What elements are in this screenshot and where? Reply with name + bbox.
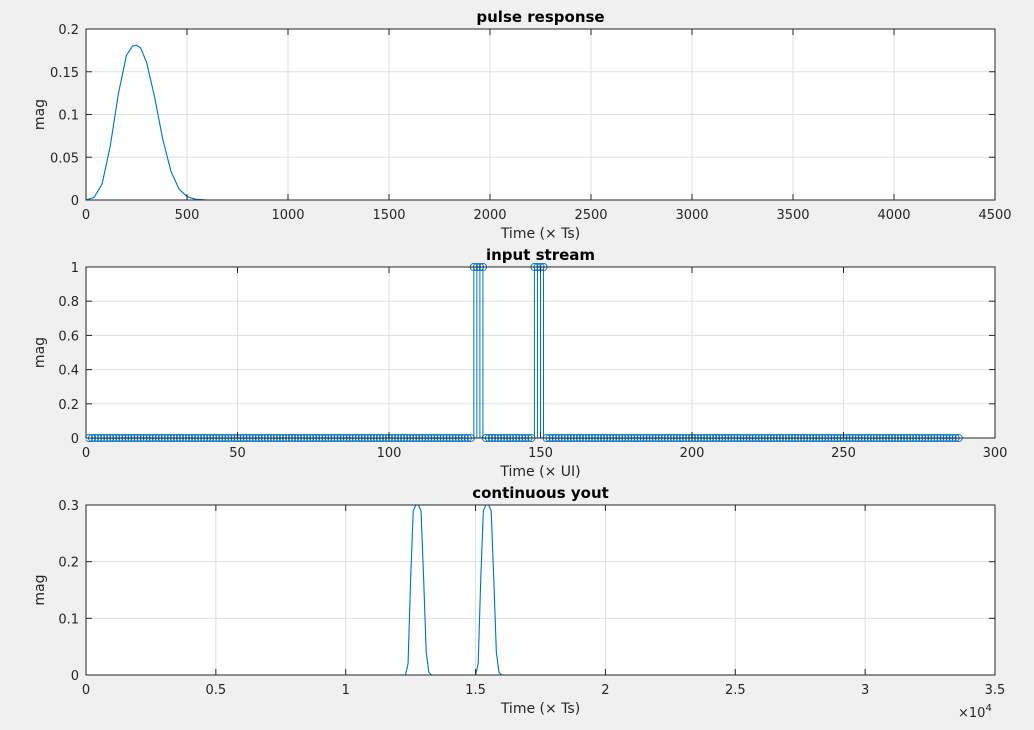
x-tick-label: 1000 [271,208,304,223]
x-tick-label: 100 [377,446,402,461]
exponent-base: ×10 [958,706,985,721]
chart-panel-1: 0 500 1000 1500 2000 2500 3000 3500 4000 4500 0 0.0… [32,8,1012,242]
x-axis-label: Time (× Ts) [500,226,580,242]
x-tick-label: 300 [983,446,1008,461]
x-tick-label: 4000 [877,208,910,223]
x-tick-label: 1500 [372,208,405,223]
y-tick-label: 0.05 [50,151,79,166]
x-tick-label: 2500 [574,208,607,223]
y-axis-label: mag [32,337,48,368]
x-tick-label: 2.5 [725,683,746,698]
x-tick-label: 50 [229,446,246,461]
x-axis-label: Time (× Ts) [500,701,580,717]
x-tick-label: 200 [680,446,705,461]
y-tick-label: 0.2 [58,23,79,38]
x-tick-label: 1 [342,683,350,698]
x-tick-label: 3.5 [985,683,1006,698]
x-axis-label: Time (× UI) [499,464,580,480]
x-tick-label: 0 [82,446,90,461]
chart-title: continuous yout [472,484,609,502]
exponent-power: 4 [985,703,991,714]
x-tick-label: 250 [831,446,856,461]
y-tick-label: 0.3 [58,499,79,514]
x-tick-label: 2000 [473,208,506,223]
x-tick-label: 150 [528,446,553,461]
x-tick-label: 3500 [776,208,809,223]
x-tick-label: 2 [601,683,609,698]
x-tick-label: 4500 [978,208,1011,223]
y-tick-label: 0.15 [50,66,79,81]
axes-box [85,504,996,676]
y-tick-label: 0 [71,194,79,209]
y-tick-label: 0.6 [58,329,79,344]
y-tick-label: 0.4 [58,364,79,379]
y-tick-label: 1 [71,261,79,276]
y-tick-label: 0 [71,432,79,447]
x-tick-label: 500 [175,208,200,223]
y-tick-label: 0 [71,669,79,684]
chart-title: pulse response [476,8,604,26]
y-tick-label: 0.1 [58,109,79,124]
x-tick-label: 1.5 [465,683,486,698]
x-tick-label: 0 [82,208,90,223]
x-exponent-label: ×104 [958,703,992,721]
chart-panel-2: 0 50 100 150 200 250 300 0 0.2 0.4 0.6 0.8 1 input st… [32,246,1007,480]
y-axis-label: mag [32,574,48,605]
y-tick-label: 0.2 [58,556,79,571]
y-tick-label: 0.8 [58,295,79,310]
plot-area [86,505,995,675]
y-axis-label: mag [32,99,48,130]
y-tick-label: 0.1 [58,612,79,627]
x-tick-label: 0.5 [206,683,227,698]
chart-panel-3: 0 0.5 1 1.5 2 2.5 3 3.5 0 0.1 0.2 0.3 continuous you… [32,484,1005,721]
x-tick-label: 3000 [675,208,708,223]
x-tick-label: 0 [82,683,90,698]
chart-title: input stream [486,246,595,264]
x-tick-label: 3 [861,683,869,698]
y-tick-label: 0.2 [58,398,79,413]
